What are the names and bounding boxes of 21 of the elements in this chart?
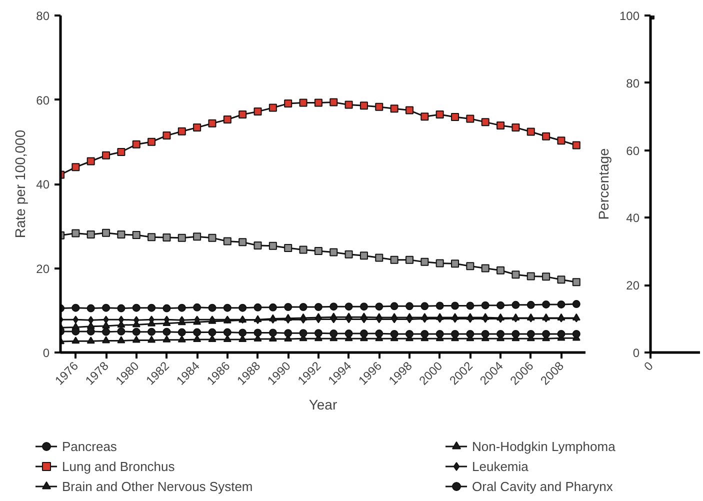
y-tick-label: 60 [626, 144, 640, 158]
x-axis-title: Year [308, 396, 338, 413]
legend-label: Pancreas [62, 438, 117, 454]
y-tick-label: 0 [632, 346, 640, 360]
y-tick-label: 40 [36, 178, 50, 192]
legend-label: Non-Hodgkin Lymphoma [472, 438, 616, 454]
y-tick-label: 80 [626, 76, 640, 90]
legend-label: Leukemia [472, 458, 528, 474]
legend-label: Oral Cavity and Pharynx [472, 478, 613, 494]
y-tick-label: 80 [36, 9, 50, 23]
y-tick-label: 100 [619, 9, 640, 23]
y-tick-label: 20 [626, 278, 640, 293]
legend-label: Brain and Other Nervous System [62, 478, 253, 494]
x-tick-label: 0 [641, 358, 656, 374]
y-tick-label: 0 [42, 346, 50, 360]
y-axis-title: Percentage [595, 148, 612, 220]
y-axis-title: Rate per 100,000 [12, 130, 28, 238]
y-tick-label: 40 [626, 211, 640, 226]
y-tick-label: 60 [36, 93, 50, 108]
legend-label: Lung and Bronchus [62, 458, 175, 474]
y-tick-label: 20 [36, 262, 50, 276]
